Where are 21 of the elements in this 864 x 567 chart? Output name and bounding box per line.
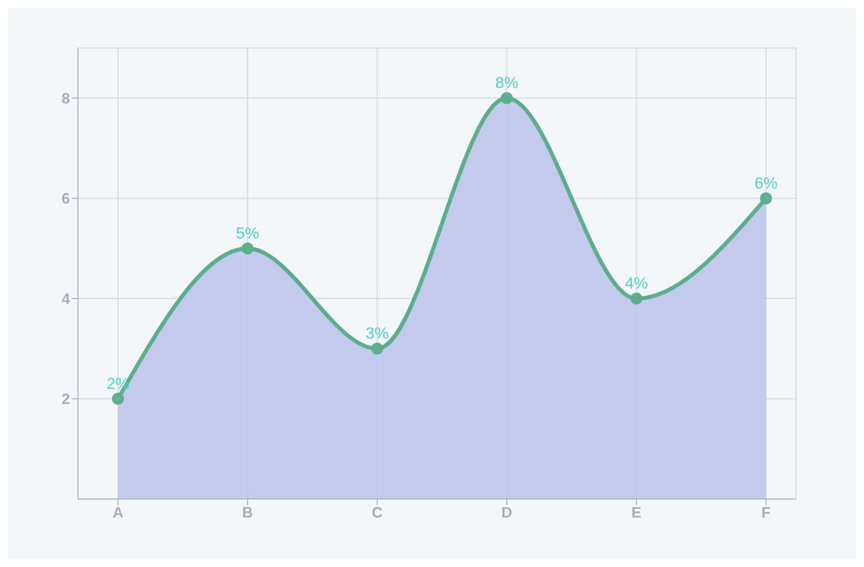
y-tick-label: 2 (62, 391, 70, 408)
point (242, 242, 254, 254)
point (112, 392, 124, 405)
point (630, 292, 642, 305)
x-tick-label: E (631, 504, 642, 522)
point (371, 342, 384, 355)
y-tick-label: 6 (62, 190, 70, 208)
y-tick-label: 4 (62, 290, 71, 308)
data-label: 5% (236, 225, 260, 242)
y-tick-label: 8 (62, 90, 70, 108)
x-tick-label: B (242, 504, 254, 522)
x-tick-label: D (501, 504, 512, 522)
data-label: 6% (754, 175, 778, 192)
x-tick-label: F (761, 504, 771, 522)
x-tick-label: A (112, 504, 124, 522)
point (500, 92, 513, 104)
data-label: 8% (495, 75, 518, 92)
point (760, 192, 772, 204)
data-label: 3% (366, 326, 389, 343)
x-tick-label: C (372, 504, 383, 522)
data-label: 4% (624, 276, 648, 293)
